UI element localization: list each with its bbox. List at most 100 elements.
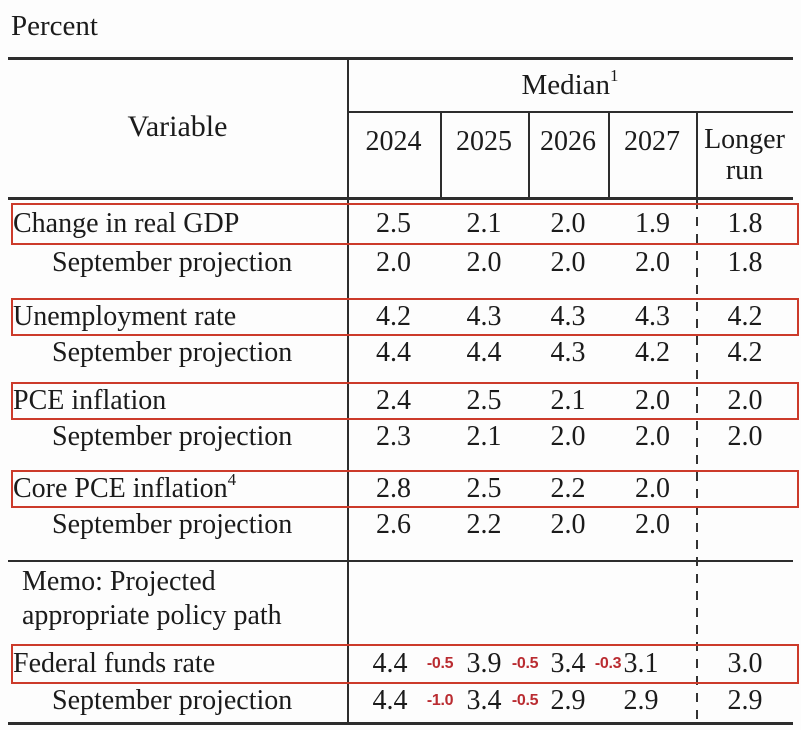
table-top-rule — [8, 57, 793, 60]
value-2027: 4.2 — [635, 337, 670, 368]
value-longer-run: 3.0 — [727, 648, 763, 679]
value-2027: 2.9 — [623, 685, 659, 716]
row-label: September projection — [52, 246, 293, 278]
table-row-september-projection-fed-funds: September projection 4.4 -1.0 3.4 -0.5 2… — [8, 684, 793, 718]
variable-column-divider — [347, 57, 349, 725]
value-longer-run: 4.2 — [727, 337, 763, 368]
memo-label: Memo: Projected appropriate policy path — [22, 566, 282, 631]
value-2024: 4.4 — [376, 337, 411, 368]
column-header-2024: 2024 — [365, 126, 422, 157]
value-2027: 2.0 — [635, 246, 670, 278]
delta-annotation: -0.5 — [426, 655, 454, 672]
delta-annotation: -0.5 — [511, 655, 539, 672]
value-longer-run: 1.8 — [727, 246, 763, 278]
value-2024: 2.4 — [376, 385, 411, 416]
value-2025: 2.5 — [466, 385, 502, 416]
row-label: Core PCE inflation 4 — [13, 470, 237, 504]
value-2025: 2.0 — [466, 246, 502, 278]
row-label: September projection — [52, 509, 293, 540]
value-2027: 2.0 — [635, 385, 670, 416]
value-2026: 4.3 — [550, 301, 586, 332]
row-label: Unemployment rate — [13, 301, 237, 332]
value-2025: 2.5 — [466, 473, 502, 504]
row-label: September projection — [52, 337, 293, 368]
median-underline — [347, 111, 793, 113]
year-column-divider — [696, 113, 698, 197]
table-row-unemployment-rate: Unemployment rate 4.2 4.3 4.3 4.3 4.2 — [8, 298, 799, 336]
units-label: Percent — [11, 10, 98, 42]
value-2027: 4.3 — [635, 301, 670, 332]
median-footnote-superscript: 1 — [610, 66, 619, 85]
year-column-divider — [528, 113, 530, 197]
value-2025: 2.1 — [466, 208, 502, 239]
year-column-divider — [608, 113, 610, 197]
table-bottom-rule — [8, 722, 793, 725]
value-2026: 2.0 — [550, 509, 586, 540]
value-2026: 2.2 — [550, 473, 586, 504]
value-2024: 2.6 — [376, 509, 411, 540]
header-bottom-rule — [8, 197, 793, 200]
value-2024: 2.3 — [376, 421, 411, 452]
memo-section-rule — [8, 560, 793, 562]
value-2024: 2.5 — [376, 208, 411, 239]
value-2025: 2.1 — [466, 421, 502, 452]
table-row-core-pce-inflation: Core PCE inflation 4 2.8 2.5 2.2 2.0 — [8, 470, 799, 508]
value-longer-run: 2.9 — [727, 685, 763, 716]
value-2027: 3.1 — [623, 648, 659, 679]
table-row-change-in-real-gdp: Change in real GDP 2.5 2.1 2.0 1.9 1.8 — [8, 203, 799, 245]
table-row-september-projection-pce: September projection 2.3 2.1 2.0 2.0 2.0 — [8, 420, 793, 454]
delta-annotation: -0.3 — [594, 655, 622, 672]
value-2024: 4.2 — [376, 301, 411, 332]
table-row-september-projection-core-pce: September projection 2.6 2.2 2.0 2.0 — [8, 508, 793, 542]
value-2025: 2.2 — [466, 509, 502, 540]
delta-annotation: -0.5 — [511, 692, 539, 709]
row-label: September projection — [52, 685, 293, 716]
row-label: Change in real GDP — [13, 208, 240, 239]
value-longer-run: 1.8 — [727, 208, 763, 239]
value-2026: 2.1 — [550, 385, 586, 416]
table-row-september-projection-gdp: September projection 2.0 2.0 2.0 2.0 1.8 — [8, 245, 793, 280]
table-row-september-projection-unemployment: September projection 4.4 4.4 4.3 4.2 4.2 — [8, 336, 793, 370]
value-2024: 4.4 — [372, 685, 408, 716]
table-row-pce-inflation: PCE inflation 2.4 2.5 2.1 2.0 2.0 — [8, 382, 799, 420]
value-2026: 2.0 — [550, 208, 586, 239]
table-row-federal-funds-rate: Federal funds rate 4.4 -0.5 3.9 -0.5 3.4… — [8, 644, 799, 684]
row-label: Federal funds rate — [13, 648, 216, 679]
column-header-median: Median 1 — [521, 66, 619, 101]
value-longer-run: 4.2 — [727, 301, 763, 332]
value-2024: 4.4 — [372, 648, 408, 679]
value-2024: 2.0 — [376, 246, 411, 278]
value-2027: 1.9 — [635, 208, 670, 239]
value-2026: 4.3 — [550, 337, 586, 368]
value-2025: 3.4 — [466, 685, 502, 716]
value-2025: 3.9 — [466, 648, 502, 679]
year-column-divider — [440, 113, 442, 197]
longer-run-dashed-divider — [696, 200, 698, 722]
value-longer-run — [697, 508, 793, 542]
projections-table: Variable Median 1 2024 2025 2026 2027 Lon… — [8, 57, 799, 725]
column-header-2025: 2025 — [456, 126, 512, 157]
value-2027: 2.0 — [635, 509, 670, 540]
table-row-memo: Memo: Projected appropriate policy path — [8, 565, 793, 633]
row-label: PCE inflation — [13, 385, 167, 416]
column-header-longer-run: Longer run — [704, 124, 785, 186]
value-2026: 3.4 — [550, 648, 586, 679]
value-longer-run: 2.0 — [727, 421, 763, 452]
value-2026: 2.0 — [550, 421, 586, 452]
value-2024: 2.8 — [376, 473, 411, 504]
value-longer-run — [697, 470, 793, 508]
delta-annotation: -1.0 — [426, 692, 454, 709]
value-2027: 2.0 — [635, 473, 670, 504]
column-header-2027: 2027 — [624, 126, 680, 157]
core-pce-footnote-superscript: 4 — [227, 470, 237, 489]
value-2026: 2.0 — [550, 246, 586, 278]
value-2027: 2.0 — [635, 421, 670, 452]
row-label: September projection — [52, 421, 293, 452]
column-header-2026: 2026 — [540, 126, 596, 157]
column-header-variable: Variable — [127, 110, 228, 143]
value-2025: 4.4 — [466, 337, 502, 368]
value-2025: 4.3 — [466, 301, 502, 332]
value-longer-run: 2.0 — [727, 385, 763, 416]
value-2026: 2.9 — [550, 685, 586, 716]
